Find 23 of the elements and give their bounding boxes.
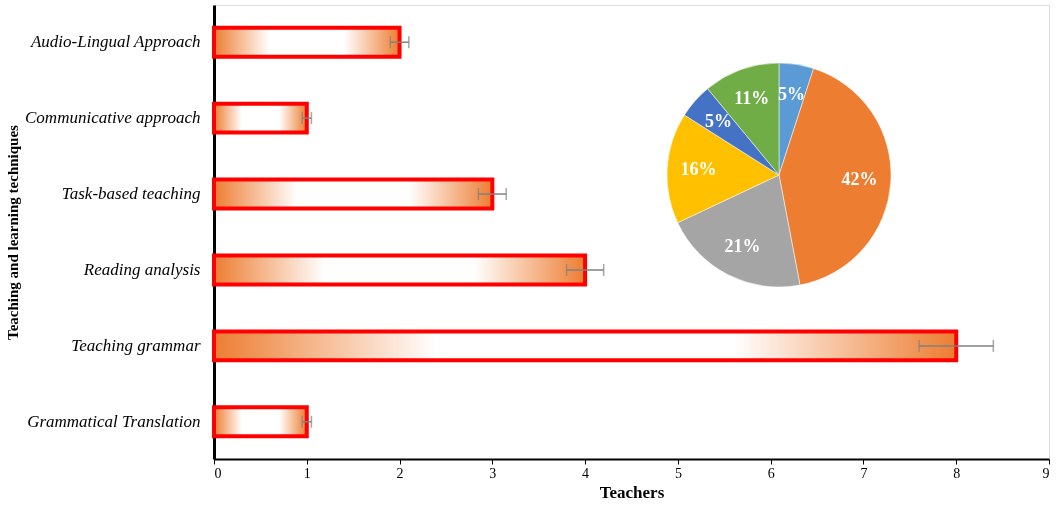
x-tick-label: 4: [582, 465, 590, 481]
x-tick-label: 8: [953, 465, 961, 481]
data-label: 16%: [680, 158, 717, 179]
y-tick-label: Grammatical Translation: [27, 411, 201, 431]
y-tick-label: Communicative approach: [25, 108, 201, 128]
y-tick-label: Task-based teaching: [61, 184, 201, 204]
data-label: 5%: [705, 110, 733, 131]
x-tick-label: 5: [674, 465, 682, 481]
x-tick-label: 9: [1042, 465, 1050, 481]
y-tick-label: Audio-Lingual Approach: [29, 32, 201, 52]
x-axis-title: Teachers: [599, 482, 665, 502]
y-tick-label: Reading analysis: [82, 259, 201, 279]
y-axis-title: Teaching and learning techniques: [5, 124, 22, 340]
x-tick-label: 2: [396, 465, 404, 481]
data-label: 11%: [734, 88, 770, 109]
data-label: 21%: [724, 235, 761, 256]
x-tick-label: 7: [860, 465, 868, 481]
data-label: 42%: [841, 169, 878, 190]
y-tick-label: Teaching grammar: [71, 335, 201, 355]
x-tick-label: 0: [214, 465, 222, 481]
x-tick-label: 3: [489, 465, 497, 481]
x-tick-label: 1: [303, 465, 311, 481]
x-tick-label: 6: [767, 465, 775, 481]
